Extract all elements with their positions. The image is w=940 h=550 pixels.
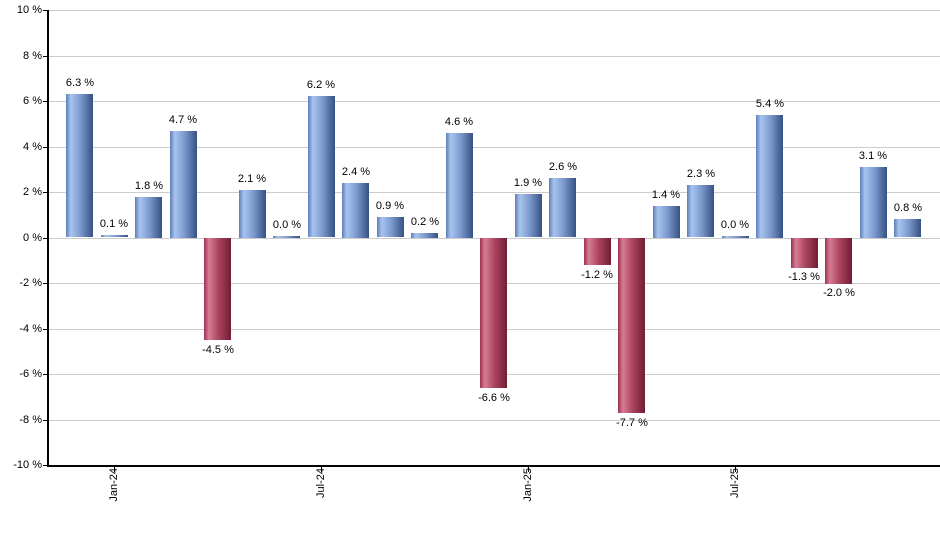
bar-negative (618, 238, 645, 413)
bar-value-label: 2.6 % (548, 161, 578, 173)
y-tick-label: -2 % (19, 277, 42, 289)
bar-positive (135, 197, 162, 238)
bar-value-label: 4.6 % (444, 116, 474, 128)
bar-positive (515, 194, 542, 237)
x-tick (528, 467, 529, 472)
bar-positive (860, 167, 887, 238)
x-tick (114, 467, 115, 472)
y-tick (43, 374, 48, 375)
bar-positive (894, 219, 921, 237)
y-tick (43, 192, 48, 193)
y-tick-label: 0 % (23, 232, 42, 244)
bar-negative (825, 238, 852, 284)
bar-negative (791, 238, 818, 268)
y-axis-line (47, 10, 49, 467)
bar-value-label: 0.1 % (99, 218, 129, 230)
bar-value-label: 6.3 % (65, 77, 95, 89)
x-axis-line (47, 465, 940, 467)
y-tick-label: 10 % (16, 4, 42, 16)
bar-positive (687, 185, 714, 237)
bar-positive (722, 236, 749, 238)
y-tick (43, 329, 48, 330)
y-tick (43, 420, 48, 421)
bar-value-label: 0.0 % (272, 219, 302, 231)
y-tick-label: 4 % (23, 141, 42, 153)
bar-positive (653, 206, 680, 238)
x-tick (321, 467, 322, 472)
x-tick-label: Jul-25 (729, 468, 741, 498)
bar-value-label: 2.1 % (237, 173, 267, 185)
bar-value-label: 3.1 % (858, 150, 888, 162)
bar-positive (411, 233, 438, 238)
bar-value-label: -2.0 % (823, 287, 855, 299)
bar-negative (480, 238, 507, 388)
x-tick-label: Jan-25 (522, 468, 534, 502)
y-tick (43, 283, 48, 284)
x-tick-label: Jan-24 (108, 468, 120, 502)
bar-negative (584, 238, 611, 265)
x-tick (735, 467, 736, 472)
y-tick-label: 8 % (23, 50, 42, 62)
y-tick-label: 6 % (23, 95, 42, 107)
bar-value-label: -7.7 % (616, 417, 648, 429)
bar-value-label: 0.9 % (375, 200, 405, 212)
bar-positive (273, 236, 300, 238)
y-tick (43, 147, 48, 148)
y-gridline (49, 101, 940, 102)
y-tick-label: -6 % (19, 368, 42, 380)
bar-value-label: 1.8 % (134, 180, 164, 192)
bar-negative (204, 238, 231, 340)
bar-positive (239, 190, 266, 238)
y-tick (43, 238, 48, 239)
y-gridline (49, 147, 940, 148)
bar-positive (549, 178, 576, 237)
bar-positive (446, 133, 473, 238)
bar-value-label: 1.4 % (651, 189, 681, 201)
bar-value-label: -1.3 % (788, 271, 820, 283)
bar-value-label: 5.4 % (755, 98, 785, 110)
bar-positive (170, 131, 197, 238)
bar-positive (342, 183, 369, 238)
y-gridline (49, 56, 940, 57)
y-tick (43, 56, 48, 57)
bar-value-label: -4.5 % (202, 344, 234, 356)
bar-value-label: 2.4 % (341, 166, 371, 178)
y-tick (43, 10, 48, 11)
bar-value-label: -1.2 % (581, 269, 613, 281)
y-tick (43, 101, 48, 102)
bar-value-label: 2.3 % (686, 168, 716, 180)
y-gridline (49, 192, 940, 193)
bar-value-label: 0.0 % (720, 219, 750, 231)
y-tick (43, 465, 48, 466)
y-tick-label: -10 % (13, 459, 42, 471)
bar-positive (101, 235, 128, 237)
bar-value-label: 0.8 % (893, 202, 923, 214)
y-tick-label: 2 % (23, 186, 42, 198)
bar-positive (756, 115, 783, 238)
bar-positive (308, 96, 335, 237)
bar-positive (66, 94, 93, 237)
y-tick-label: -8 % (19, 414, 42, 426)
bar-value-label: 0.2 % (410, 216, 440, 228)
x-tick-label: Jul-24 (315, 468, 327, 498)
y-gridline (49, 420, 940, 421)
bar-value-label: 4.7 % (168, 114, 198, 126)
y-tick-label: -4 % (19, 323, 42, 335)
bar-value-label: -6.6 % (478, 392, 510, 404)
bar-value-label: 1.9 % (513, 177, 543, 189)
bar-value-label: 6.2 % (306, 79, 336, 91)
y-gridline (49, 10, 940, 11)
bar-positive (377, 217, 404, 237)
